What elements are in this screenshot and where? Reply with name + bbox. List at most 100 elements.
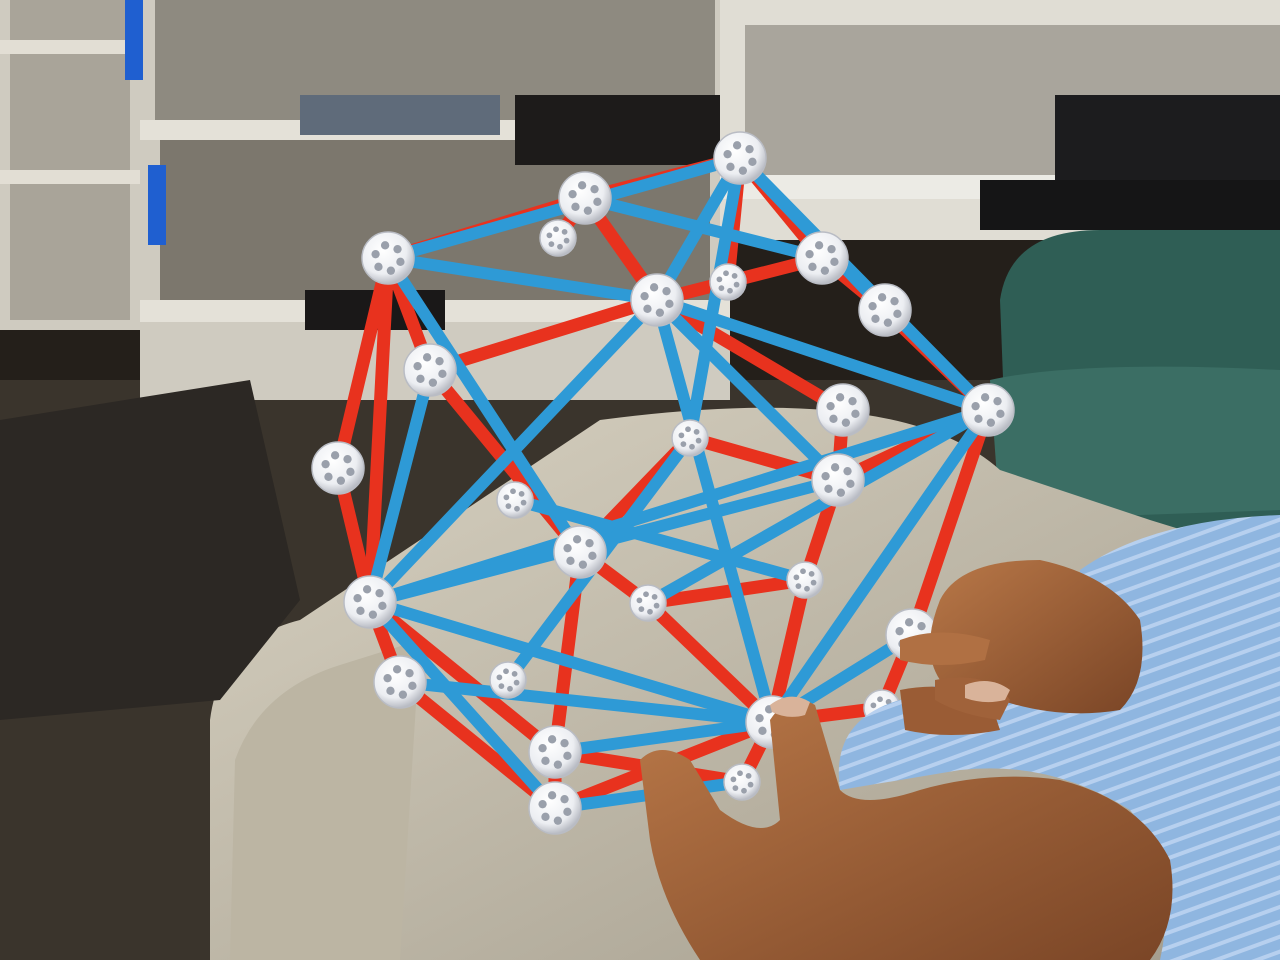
node-hole bbox=[738, 166, 748, 175]
node-hole bbox=[346, 467, 355, 477]
red-strut bbox=[363, 595, 562, 759]
node-hole bbox=[662, 287, 671, 296]
node-hole bbox=[566, 556, 575, 565]
node-hole bbox=[689, 443, 695, 450]
blue-tape bbox=[148, 165, 166, 245]
blue-strut bbox=[684, 152, 746, 444]
node-hole bbox=[647, 608, 653, 615]
connector-node bbox=[709, 263, 747, 301]
right-hand bbox=[900, 560, 1143, 735]
node-hole bbox=[836, 488, 846, 497]
connector-node bbox=[713, 131, 767, 185]
connector-node bbox=[539, 219, 577, 257]
node-hole bbox=[563, 807, 572, 817]
node-hole bbox=[561, 229, 568, 235]
node-hole bbox=[374, 262, 383, 271]
node-hole bbox=[733, 281, 740, 288]
node-hole bbox=[398, 690, 408, 699]
node-hole bbox=[577, 181, 587, 190]
blue-strut bbox=[651, 294, 844, 486]
node-hole bbox=[824, 484, 833, 493]
connector-node bbox=[723, 763, 761, 801]
node-hole bbox=[593, 197, 602, 207]
node-hole bbox=[356, 606, 365, 615]
node-hole bbox=[510, 488, 516, 495]
shirt-sleeve bbox=[838, 515, 1280, 960]
blue-strut bbox=[579, 192, 828, 264]
node-hole bbox=[870, 702, 877, 709]
blue-strut bbox=[766, 404, 994, 728]
connector-node bbox=[961, 383, 1015, 437]
node-hole bbox=[505, 503, 512, 509]
node-hole bbox=[871, 314, 880, 323]
node-hole bbox=[386, 686, 395, 695]
node-hole bbox=[747, 781, 754, 788]
node-hole bbox=[800, 568, 806, 575]
red-strut bbox=[641, 573, 812, 610]
right-shelf bbox=[720, 0, 1280, 240]
node-hole bbox=[723, 270, 729, 277]
node-hole bbox=[547, 791, 557, 800]
node-hole bbox=[695, 437, 702, 444]
node-hole bbox=[498, 683, 505, 689]
red-strut bbox=[363, 251, 395, 609]
node-hole bbox=[396, 257, 405, 267]
node-hole bbox=[511, 671, 518, 677]
node-hole bbox=[393, 245, 402, 254]
node-hole bbox=[383, 673, 392, 683]
node-hole bbox=[643, 304, 652, 313]
node-hole bbox=[568, 189, 577, 199]
connector-node bbox=[528, 781, 582, 835]
node-hole bbox=[793, 574, 800, 581]
node-hole bbox=[541, 812, 550, 821]
connector-node bbox=[496, 481, 534, 519]
node-hole bbox=[428, 378, 438, 387]
node-hole bbox=[877, 293, 887, 302]
connector-node bbox=[858, 283, 912, 337]
node-hole bbox=[553, 226, 559, 233]
node-hole bbox=[514, 505, 520, 512]
node-hole bbox=[748, 157, 757, 167]
connector-node bbox=[630, 273, 684, 327]
node-hole bbox=[496, 674, 503, 681]
node-hole bbox=[548, 241, 555, 247]
node-hole bbox=[741, 787, 747, 794]
node-hole bbox=[503, 668, 509, 675]
node-hole bbox=[422, 353, 432, 362]
connector-node bbox=[361, 231, 415, 285]
node-hole bbox=[843, 467, 852, 476]
connector-node bbox=[629, 584, 667, 622]
connector-node bbox=[671, 419, 709, 457]
node-hole bbox=[563, 543, 572, 553]
node-hole bbox=[362, 585, 372, 594]
node-hole bbox=[745, 145, 754, 154]
node-hole bbox=[826, 401, 835, 411]
node-hole bbox=[638, 606, 645, 612]
node-hole bbox=[805, 249, 814, 259]
node-hole bbox=[732, 141, 742, 150]
teal-cushion bbox=[990, 230, 1280, 560]
node-hole bbox=[583, 206, 593, 215]
node-hole bbox=[538, 743, 547, 753]
node-hole bbox=[718, 285, 725, 291]
node-hole bbox=[904, 618, 914, 627]
connector-node-group bbox=[311, 131, 1015, 835]
red-strut bbox=[423, 293, 664, 377]
connector-node bbox=[558, 171, 612, 225]
node-hole bbox=[726, 162, 735, 171]
node-hole bbox=[680, 441, 687, 447]
node-hole bbox=[324, 472, 333, 481]
blue-strut bbox=[394, 676, 778, 728]
blue-strut bbox=[364, 596, 561, 814]
red-strut bbox=[905, 403, 995, 642]
node-hole bbox=[730, 776, 737, 783]
node-hole bbox=[993, 397, 1002, 406]
node-hole bbox=[835, 393, 845, 402]
node-hole bbox=[343, 455, 352, 464]
left-hand bbox=[640, 677, 1173, 960]
node-hole bbox=[996, 409, 1005, 419]
node-hole bbox=[848, 397, 857, 406]
node-hole bbox=[808, 571, 815, 577]
connector-node bbox=[816, 383, 870, 437]
node-hole bbox=[685, 426, 691, 433]
